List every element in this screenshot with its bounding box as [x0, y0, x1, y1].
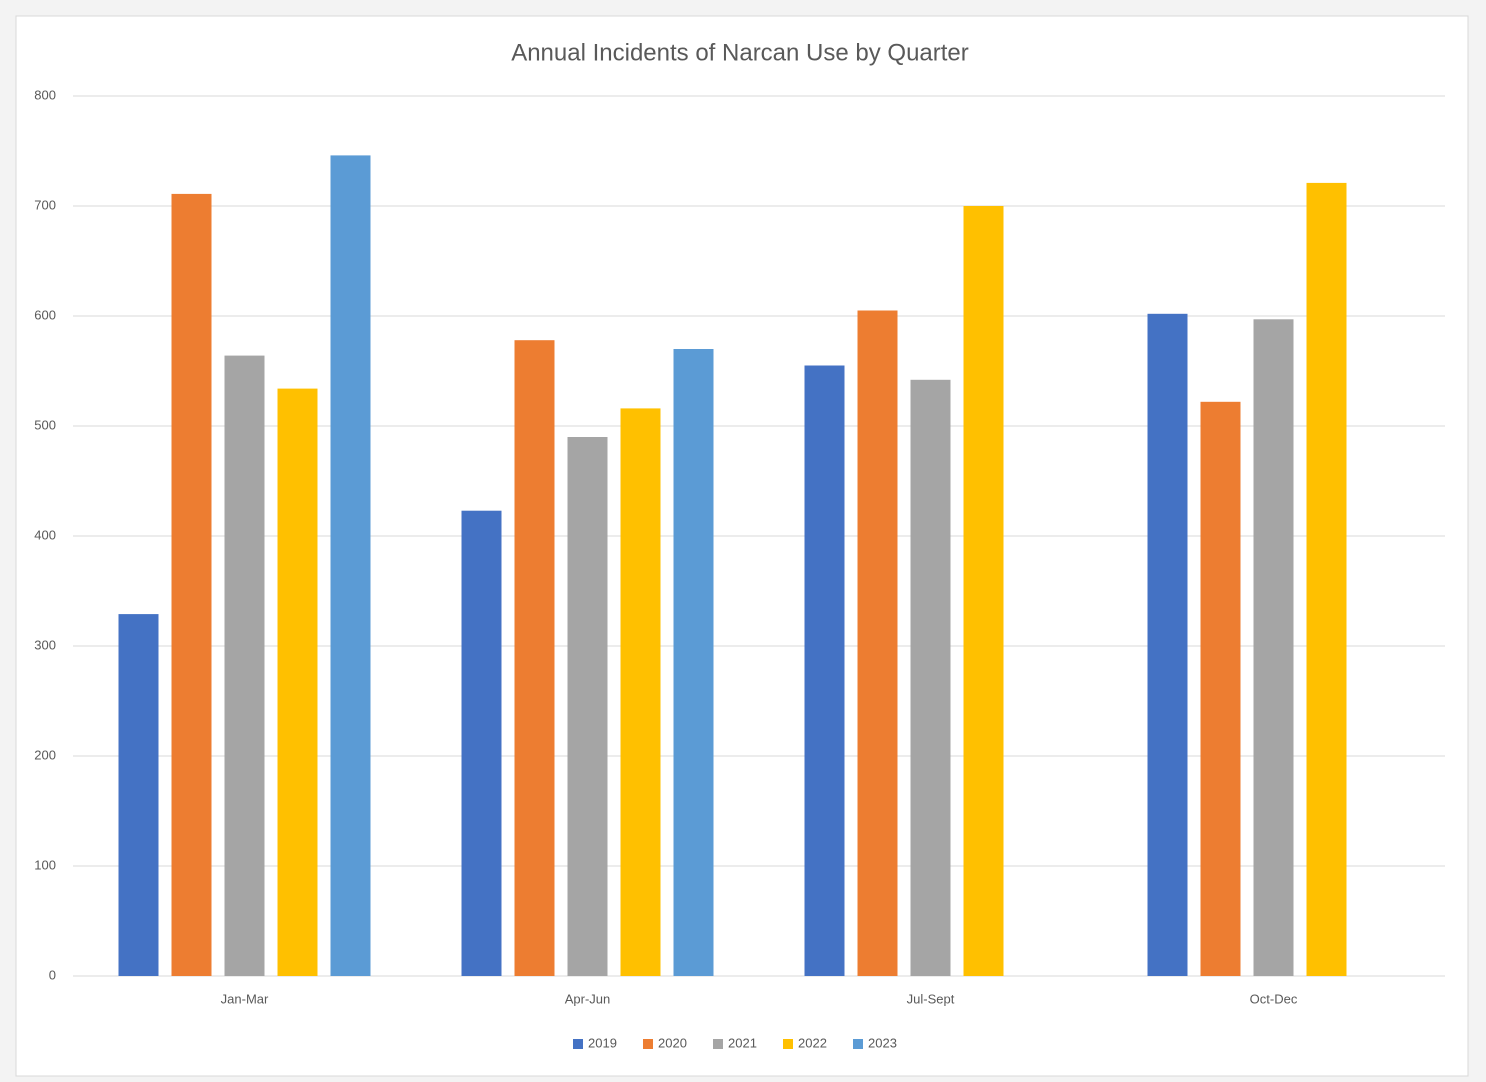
y-tick-label: 800: [34, 87, 56, 102]
y-tick-label: 400: [34, 527, 56, 542]
legend-label: 2021: [728, 1035, 757, 1050]
bar: [857, 310, 898, 976]
bar: [620, 408, 661, 976]
bar: [171, 193, 212, 976]
bar: [1200, 401, 1241, 976]
bar: [1253, 319, 1294, 976]
legend-swatch: [643, 1039, 653, 1049]
bar: [963, 206, 1004, 976]
x-tick-label: Apr-Jun: [565, 991, 611, 1006]
chart-title: Annual Incidents of Narcan Use by Quarte…: [511, 39, 969, 66]
x-tick-label: Oct-Dec: [1250, 991, 1298, 1006]
x-tick-label: Jan-Mar: [221, 991, 269, 1006]
legend-label: 2019: [588, 1035, 617, 1050]
y-tick-label: 300: [34, 637, 56, 652]
legend-label: 2022: [798, 1035, 827, 1050]
x-tick-label: Jul-Sept: [907, 991, 955, 1006]
y-tick-label: 600: [34, 307, 56, 322]
y-tick-label: 100: [34, 857, 56, 872]
legend-swatch: [573, 1039, 583, 1049]
legend-swatch: [853, 1039, 863, 1049]
y-tick-label: 200: [34, 747, 56, 762]
bar: [910, 379, 951, 976]
bar: [1306, 182, 1347, 976]
bar: [514, 340, 555, 976]
bar: [1147, 313, 1188, 976]
bar: [277, 388, 318, 977]
y-tick-label: 500: [34, 417, 56, 432]
bar: [461, 510, 502, 976]
bar: [673, 349, 714, 976]
y-tick-label: 700: [34, 197, 56, 212]
legend-swatch: [783, 1039, 793, 1049]
legend-label: 2023: [868, 1035, 897, 1050]
bar: [224, 355, 265, 977]
y-tick-label: 0: [49, 967, 56, 982]
bar: [567, 437, 608, 976]
bar: [330, 155, 371, 976]
legend-swatch: [713, 1039, 723, 1049]
bar: [118, 614, 159, 976]
legend-label: 2020: [658, 1035, 687, 1050]
bar: [804, 365, 845, 976]
